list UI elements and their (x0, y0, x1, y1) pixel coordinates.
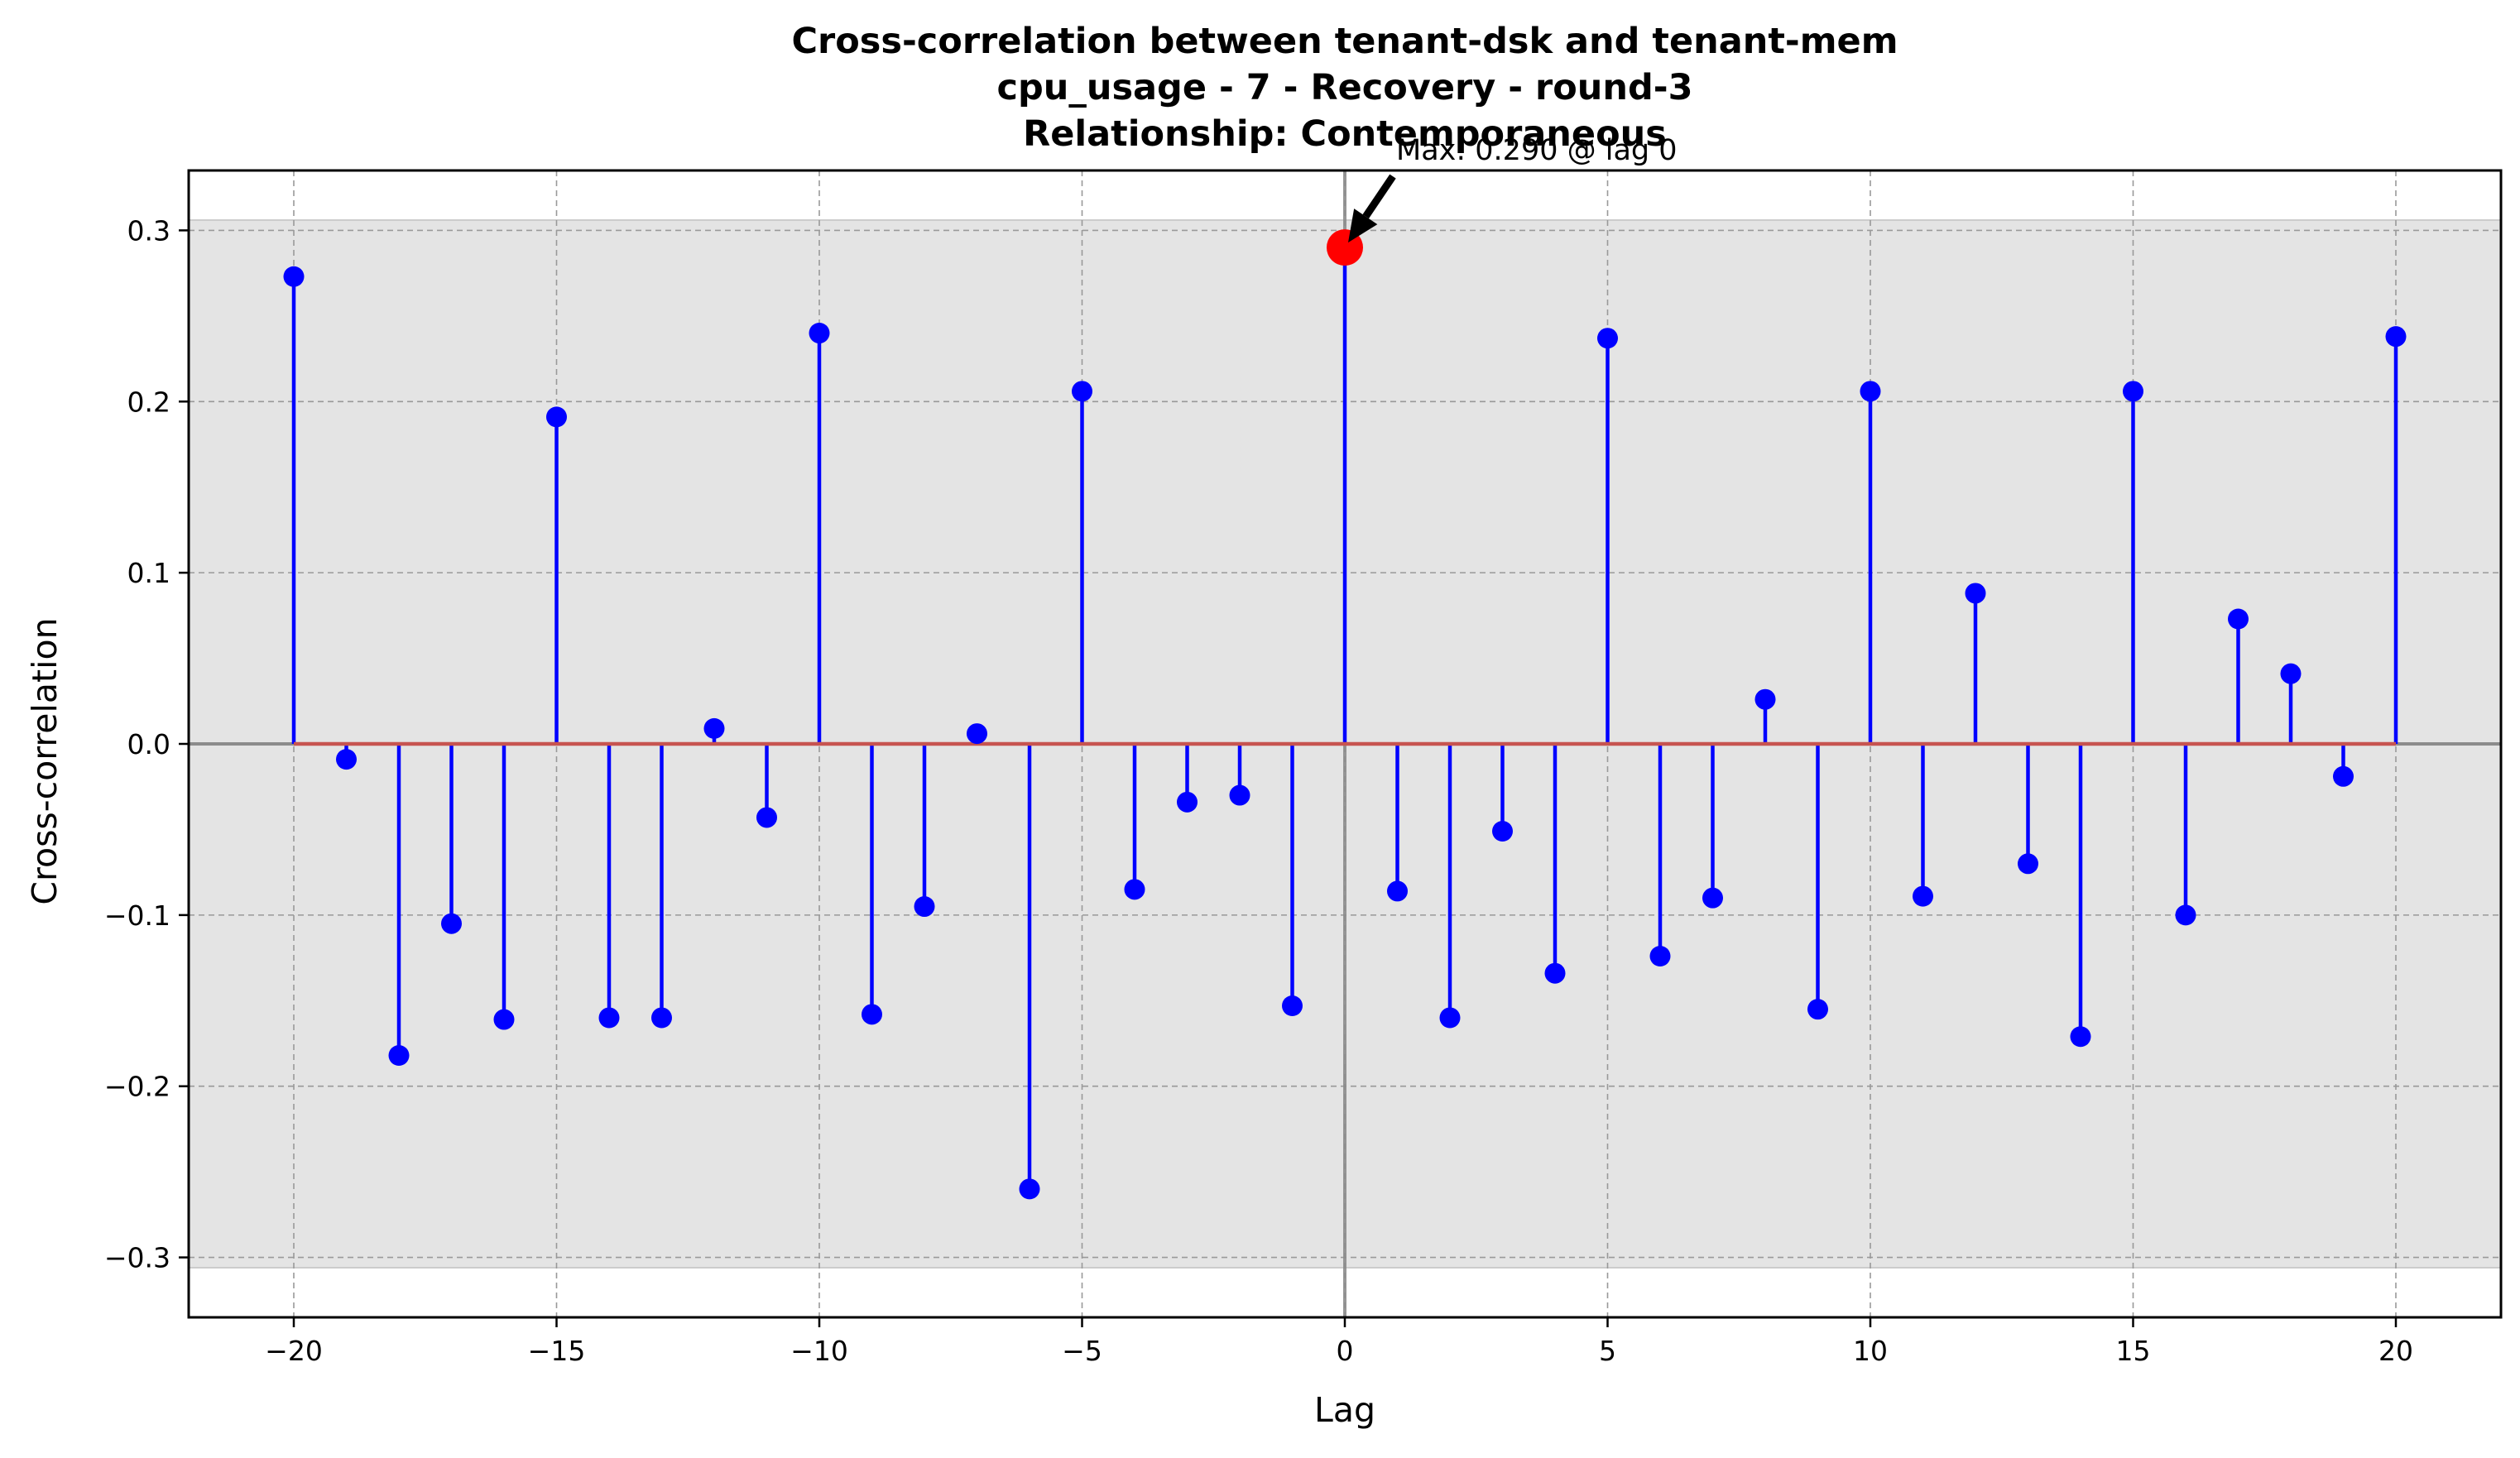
data-point (1807, 999, 1828, 1020)
data-point (2123, 381, 2143, 402)
data-point (283, 266, 305, 287)
chart-title-line-1: Cross-correlation between tenant-dsk and… (791, 21, 1898, 62)
x-tick-label: −15 (528, 1335, 586, 1367)
y-tick-label: 0.2 (127, 386, 170, 418)
data-point (1544, 962, 1566, 984)
y-tick-label: −0.1 (104, 899, 170, 932)
data-point (2175, 904, 2196, 926)
markers-layer (283, 229, 2407, 1200)
data-point (1072, 381, 1092, 402)
data-point (651, 1007, 672, 1029)
x-tick-label: −5 (1062, 1335, 1102, 1367)
data-point (1860, 381, 1881, 402)
data-point (336, 749, 357, 770)
x-tick-label: 0 (1337, 1335, 1354, 1367)
x-axis-label: Lag (1314, 1390, 1375, 1430)
x-tick-label: 20 (2378, 1335, 2413, 1367)
y-tick-label: −0.2 (104, 1071, 170, 1103)
data-point (598, 1007, 620, 1029)
chart-title-line-3: Relationship: Contemporaneous (1023, 113, 1667, 155)
y-tick-label: 0.3 (127, 214, 170, 247)
max-annotation-label: Max: 0.290 @ lag 0 (1396, 134, 1678, 167)
data-point (1597, 328, 1618, 349)
data-point (1965, 583, 1986, 604)
y-tick-label: −0.3 (104, 1242, 170, 1274)
x-tick-label: −20 (265, 1335, 323, 1367)
data-point (1177, 791, 1198, 813)
annotation-arrow-shaft (1362, 174, 1396, 219)
data-point (1913, 885, 1933, 907)
data-point (756, 807, 777, 828)
data-point (2228, 608, 2249, 630)
data-point (1754, 688, 1776, 710)
data-point (546, 406, 567, 428)
data-point (441, 913, 462, 934)
y-ticks-layer: −0.3 −0.2 −0.1 0.0 0.1 0.2 0.3 (104, 214, 189, 1274)
data-point (1124, 879, 1145, 900)
data-point (1387, 880, 1408, 902)
data-point (1019, 1178, 1040, 1200)
data-point (967, 723, 987, 745)
annotation-layer: Max: 0.290 @ lag 0 (1348, 134, 1678, 243)
data-point (1702, 887, 1723, 909)
data-point (1649, 946, 1671, 967)
data-point (1439, 1007, 1461, 1029)
data-point (2280, 663, 2302, 684)
x-tick-label: −10 (790, 1335, 848, 1367)
data-point (388, 1044, 410, 1066)
data-point (493, 1009, 515, 1030)
data-point (2070, 1026, 2091, 1048)
x-tick-label: 10 (1853, 1335, 1888, 1367)
data-point (862, 1004, 882, 1025)
x-tick-label: 5 (1599, 1335, 1616, 1367)
chart-title-line-2: cpu_usage - 7 - Recovery - round-3 (996, 67, 1692, 108)
y-tick-label: 0.1 (127, 557, 170, 589)
annotation-arrow-head (1348, 209, 1378, 243)
data-point (2018, 853, 2038, 875)
data-point (2333, 765, 2354, 787)
stems-layer (291, 247, 2398, 1189)
data-point (2385, 326, 2407, 348)
data-point (809, 323, 830, 344)
data-point (914, 896, 935, 918)
data-point (1229, 784, 1250, 806)
y-tick-label: 0.0 (127, 728, 170, 760)
data-point (703, 717, 725, 739)
data-point (1492, 821, 1513, 842)
x-ticks-layer: −20 −15 −10 −5 0 5 10 15 20 (265, 1317, 2413, 1367)
y-axis-label: Cross-correlation (25, 617, 65, 904)
data-point (1282, 995, 1303, 1017)
x-tick-label: 15 (2116, 1335, 2151, 1367)
